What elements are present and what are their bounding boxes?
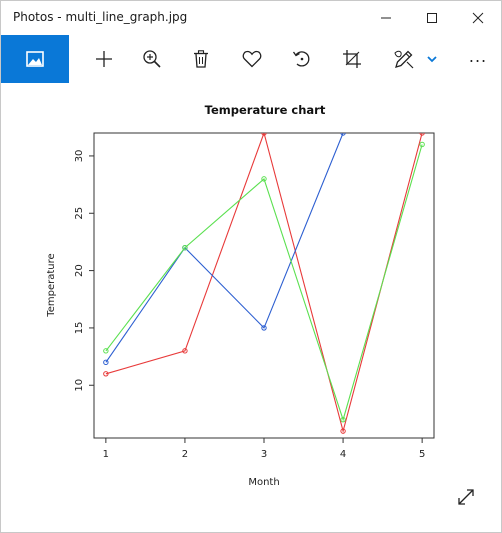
data-point xyxy=(340,416,346,423)
series-line-2 xyxy=(105,133,344,363)
window-title: Photos - multi_line_graph.jpg xyxy=(13,10,188,24)
chart-title: Temperature chart xyxy=(205,103,326,117)
y-axis-label: Temperature xyxy=(46,253,57,317)
view-image-button[interactable] xyxy=(1,35,69,83)
zoom-in-icon xyxy=(143,50,161,68)
expand-icon xyxy=(458,489,474,505)
more-button[interactable]: ... xyxy=(455,35,501,83)
chevron-down-icon xyxy=(427,56,437,63)
data-point xyxy=(419,141,425,148)
x-tick-label: 5 xyxy=(419,449,425,460)
axes-layer: 1 2 3 4 5 10 15 20 25 30 xyxy=(74,150,425,460)
rotate-icon xyxy=(292,51,310,67)
crop-button[interactable] xyxy=(327,35,377,83)
zoom-in-button[interactable] xyxy=(127,35,177,83)
fullscreen-button[interactable] xyxy=(453,484,479,510)
x-tick-label: 2 xyxy=(182,449,188,460)
delete-icon xyxy=(194,50,208,68)
series-line-3 xyxy=(105,144,423,422)
x-tick-label: 1 xyxy=(103,449,109,460)
maximize-icon xyxy=(427,13,437,23)
rotate-button[interactable] xyxy=(277,35,327,83)
data-point xyxy=(261,176,267,182)
y-tick-label: 10 xyxy=(74,379,85,392)
favorite-button[interactable] xyxy=(227,35,277,83)
data-point xyxy=(182,348,188,354)
y-tick-label: 20 xyxy=(74,264,85,277)
minimize-icon xyxy=(381,17,391,19)
data-point xyxy=(103,371,109,377)
data-point xyxy=(419,133,425,136)
add-button[interactable] xyxy=(79,35,129,83)
x-tick-label: 3 xyxy=(261,449,267,460)
series-line-1 xyxy=(105,133,423,434)
close-icon xyxy=(472,12,484,24)
edit-icon xyxy=(394,50,414,69)
crop-icon xyxy=(343,50,361,68)
data-point xyxy=(340,133,346,136)
y-tick-label: 30 xyxy=(74,150,85,163)
more-icon: ... xyxy=(468,46,488,66)
favorite-icon xyxy=(242,50,262,68)
close-button[interactable] xyxy=(455,1,501,35)
edit-button[interactable] xyxy=(391,35,417,83)
data-point xyxy=(103,348,109,354)
data-point xyxy=(340,428,346,434)
data-point xyxy=(103,359,109,366)
delete-button[interactable] xyxy=(176,35,226,83)
y-tick-label: 15 xyxy=(74,322,85,335)
data-point xyxy=(261,133,267,136)
toolbar: ... xyxy=(1,35,501,83)
data-point xyxy=(261,325,267,331)
minimize-button[interactable] xyxy=(363,1,409,35)
image-viewer: Temperature chart 1 2 3 4 5 10 15 20 25 30 Month … xyxy=(1,83,501,532)
add-icon xyxy=(96,51,112,67)
series-layer xyxy=(103,133,425,434)
data-point xyxy=(182,244,188,251)
image-icon xyxy=(26,51,44,67)
title-bar: Photos - multi_line_graph.jpg xyxy=(1,1,501,35)
edit-menu-button[interactable] xyxy=(419,35,445,83)
x-tick-label: 4 xyxy=(340,449,346,460)
y-tick-label: 25 xyxy=(74,207,85,220)
maximize-button[interactable] xyxy=(409,1,455,35)
x-axis-label: Month xyxy=(248,477,279,488)
